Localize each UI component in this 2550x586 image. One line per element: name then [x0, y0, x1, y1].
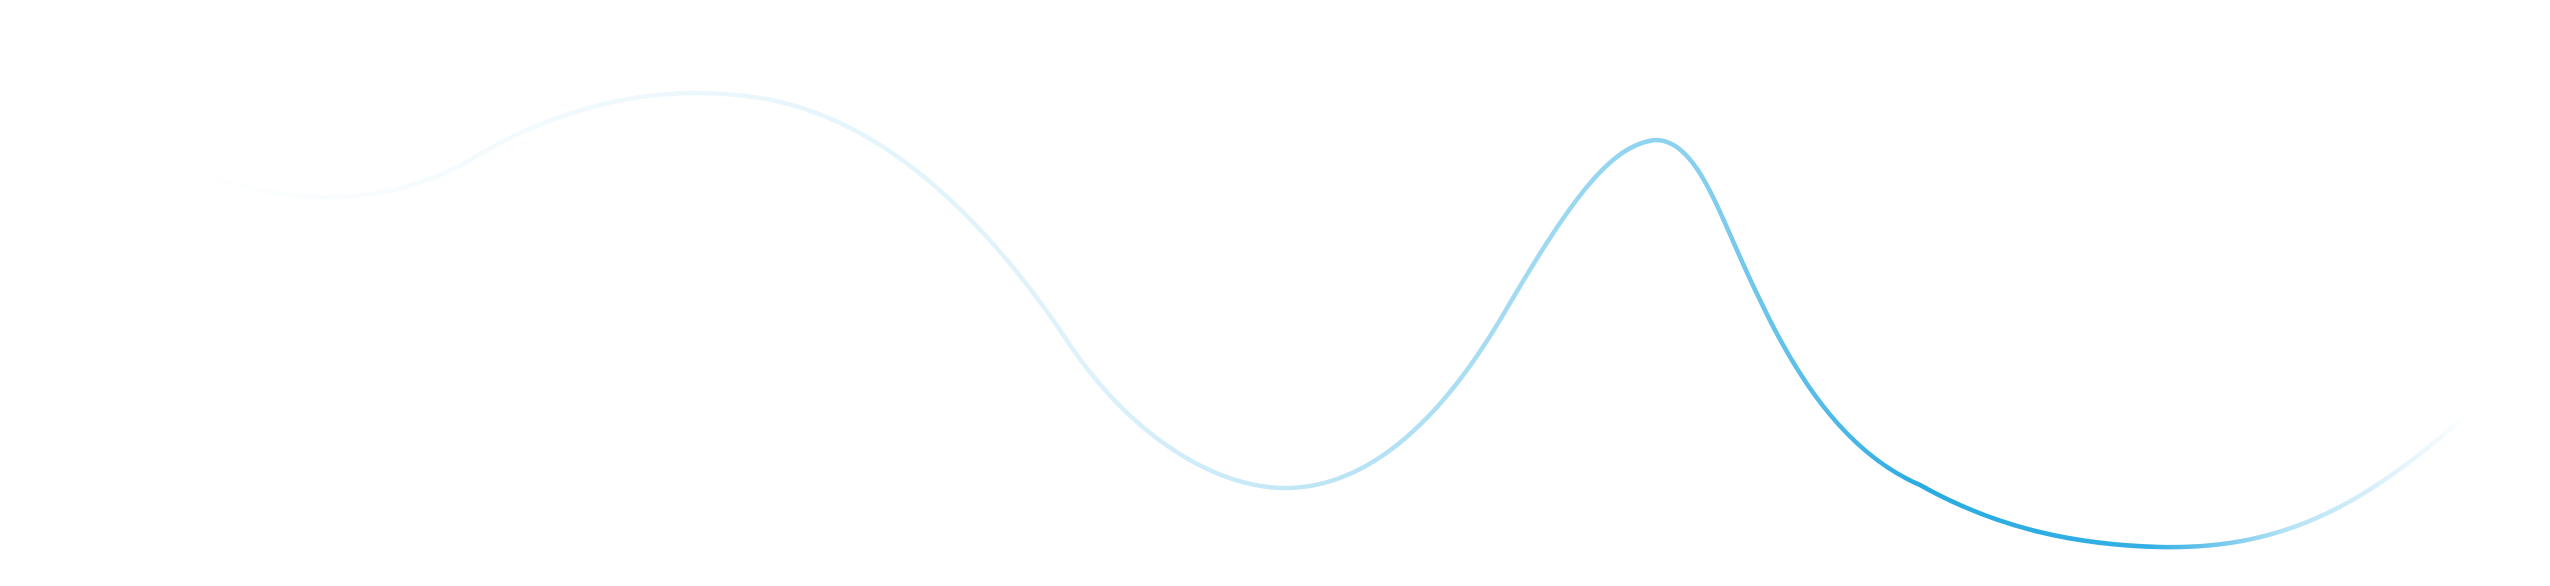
wave-line: [187, 90, 2473, 550]
